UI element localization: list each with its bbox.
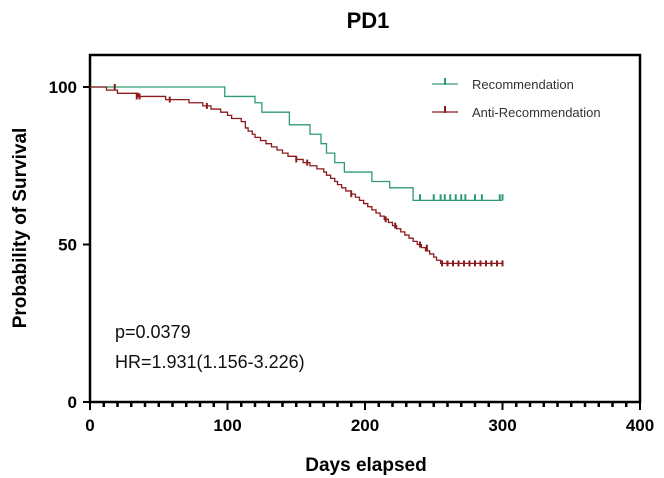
x-axis-label: Days elapsed — [305, 455, 426, 476]
series-layer — [90, 84, 504, 267]
y-axis-label: Probability of Survival — [10, 128, 31, 329]
series-line-0 — [90, 86, 503, 202]
y-tick-label: 100 — [49, 78, 77, 97]
x-axis-ticks: 0 100 200 300 400 — [85, 402, 654, 435]
legend-label: Recommendation — [472, 77, 574, 92]
x-tick-label: 100 — [213, 416, 241, 435]
p-value-annotation: p=0.0379 — [115, 322, 191, 342]
x-tick-label: 300 — [488, 416, 516, 435]
legend: Recommendation Anti-Recommendation — [432, 77, 601, 120]
hazard-ratio-annotation: HR=1.931(1.156-3.226) — [115, 352, 305, 372]
x-tick-label: 400 — [626, 416, 654, 435]
x-tick-label: 0 — [85, 416, 94, 435]
y-tick-label: 0 — [68, 393, 77, 412]
chart-title: PD1 — [347, 8, 390, 33]
y-tick-label: 50 — [58, 236, 77, 255]
legend-label: Anti-Recommendation — [472, 105, 601, 120]
series-line-1 — [90, 86, 503, 265]
x-tick-label: 200 — [351, 416, 379, 435]
y-axis-ticks: 0 50 100 — [49, 78, 90, 412]
